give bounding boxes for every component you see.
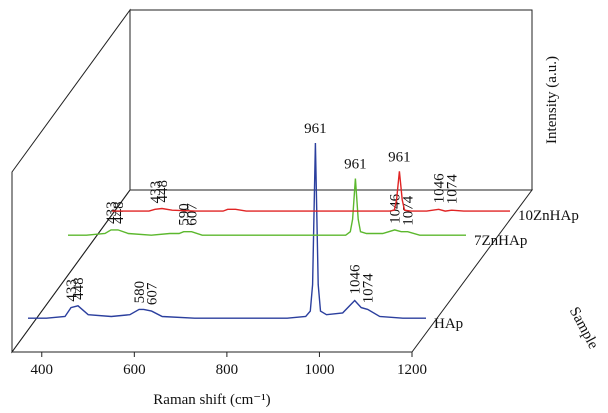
- peak-label: 1046: [432, 173, 448, 204]
- x-tick-label: 400: [31, 362, 54, 378]
- peak-label: 433: [64, 279, 80, 302]
- peak-label: 448: [71, 277, 87, 300]
- series-label: 10ZnHAp: [518, 208, 579, 224]
- peak-label: 1046: [348, 264, 364, 295]
- peak-label: 961: [304, 121, 327, 137]
- peak-label: 961: [388, 149, 411, 165]
- spectrum-line: [68, 178, 466, 236]
- peak-label: 961: [344, 157, 367, 173]
- x-tick-label: 1200: [397, 362, 427, 378]
- peak-label: 433: [148, 181, 164, 204]
- peak-label: 580: [132, 281, 148, 304]
- y-axis-label: Intensity (a.u.): [544, 56, 560, 144]
- x-tick-label: 1000: [304, 362, 334, 378]
- peak-label: 433: [104, 201, 120, 224]
- z-axis-label: Sample: [566, 305, 601, 353]
- x-tick-label: 600: [123, 362, 146, 378]
- peak-label: 1046: [388, 193, 404, 224]
- floor: [11, 189, 533, 353]
- peak-label: 607: [145, 282, 161, 305]
- spectrum-line: [28, 142, 426, 319]
- spectrum-line: [112, 171, 510, 212]
- series-label: 7ZnHAp: [474, 233, 527, 249]
- series-label: HAp: [434, 316, 463, 332]
- peak-label: 590: [177, 203, 193, 226]
- peak-label: 448: [155, 180, 171, 203]
- x-axis-label: Raman shift (cm⁻¹): [153, 392, 270, 408]
- peak-label: 448: [111, 201, 127, 224]
- x-tick-label: 800: [216, 362, 239, 378]
- peak-label: 1074: [445, 174, 461, 205]
- peak-label: 607: [185, 203, 201, 226]
- peak-label: 1074: [361, 273, 377, 304]
- back-wall: [129, 9, 533, 191]
